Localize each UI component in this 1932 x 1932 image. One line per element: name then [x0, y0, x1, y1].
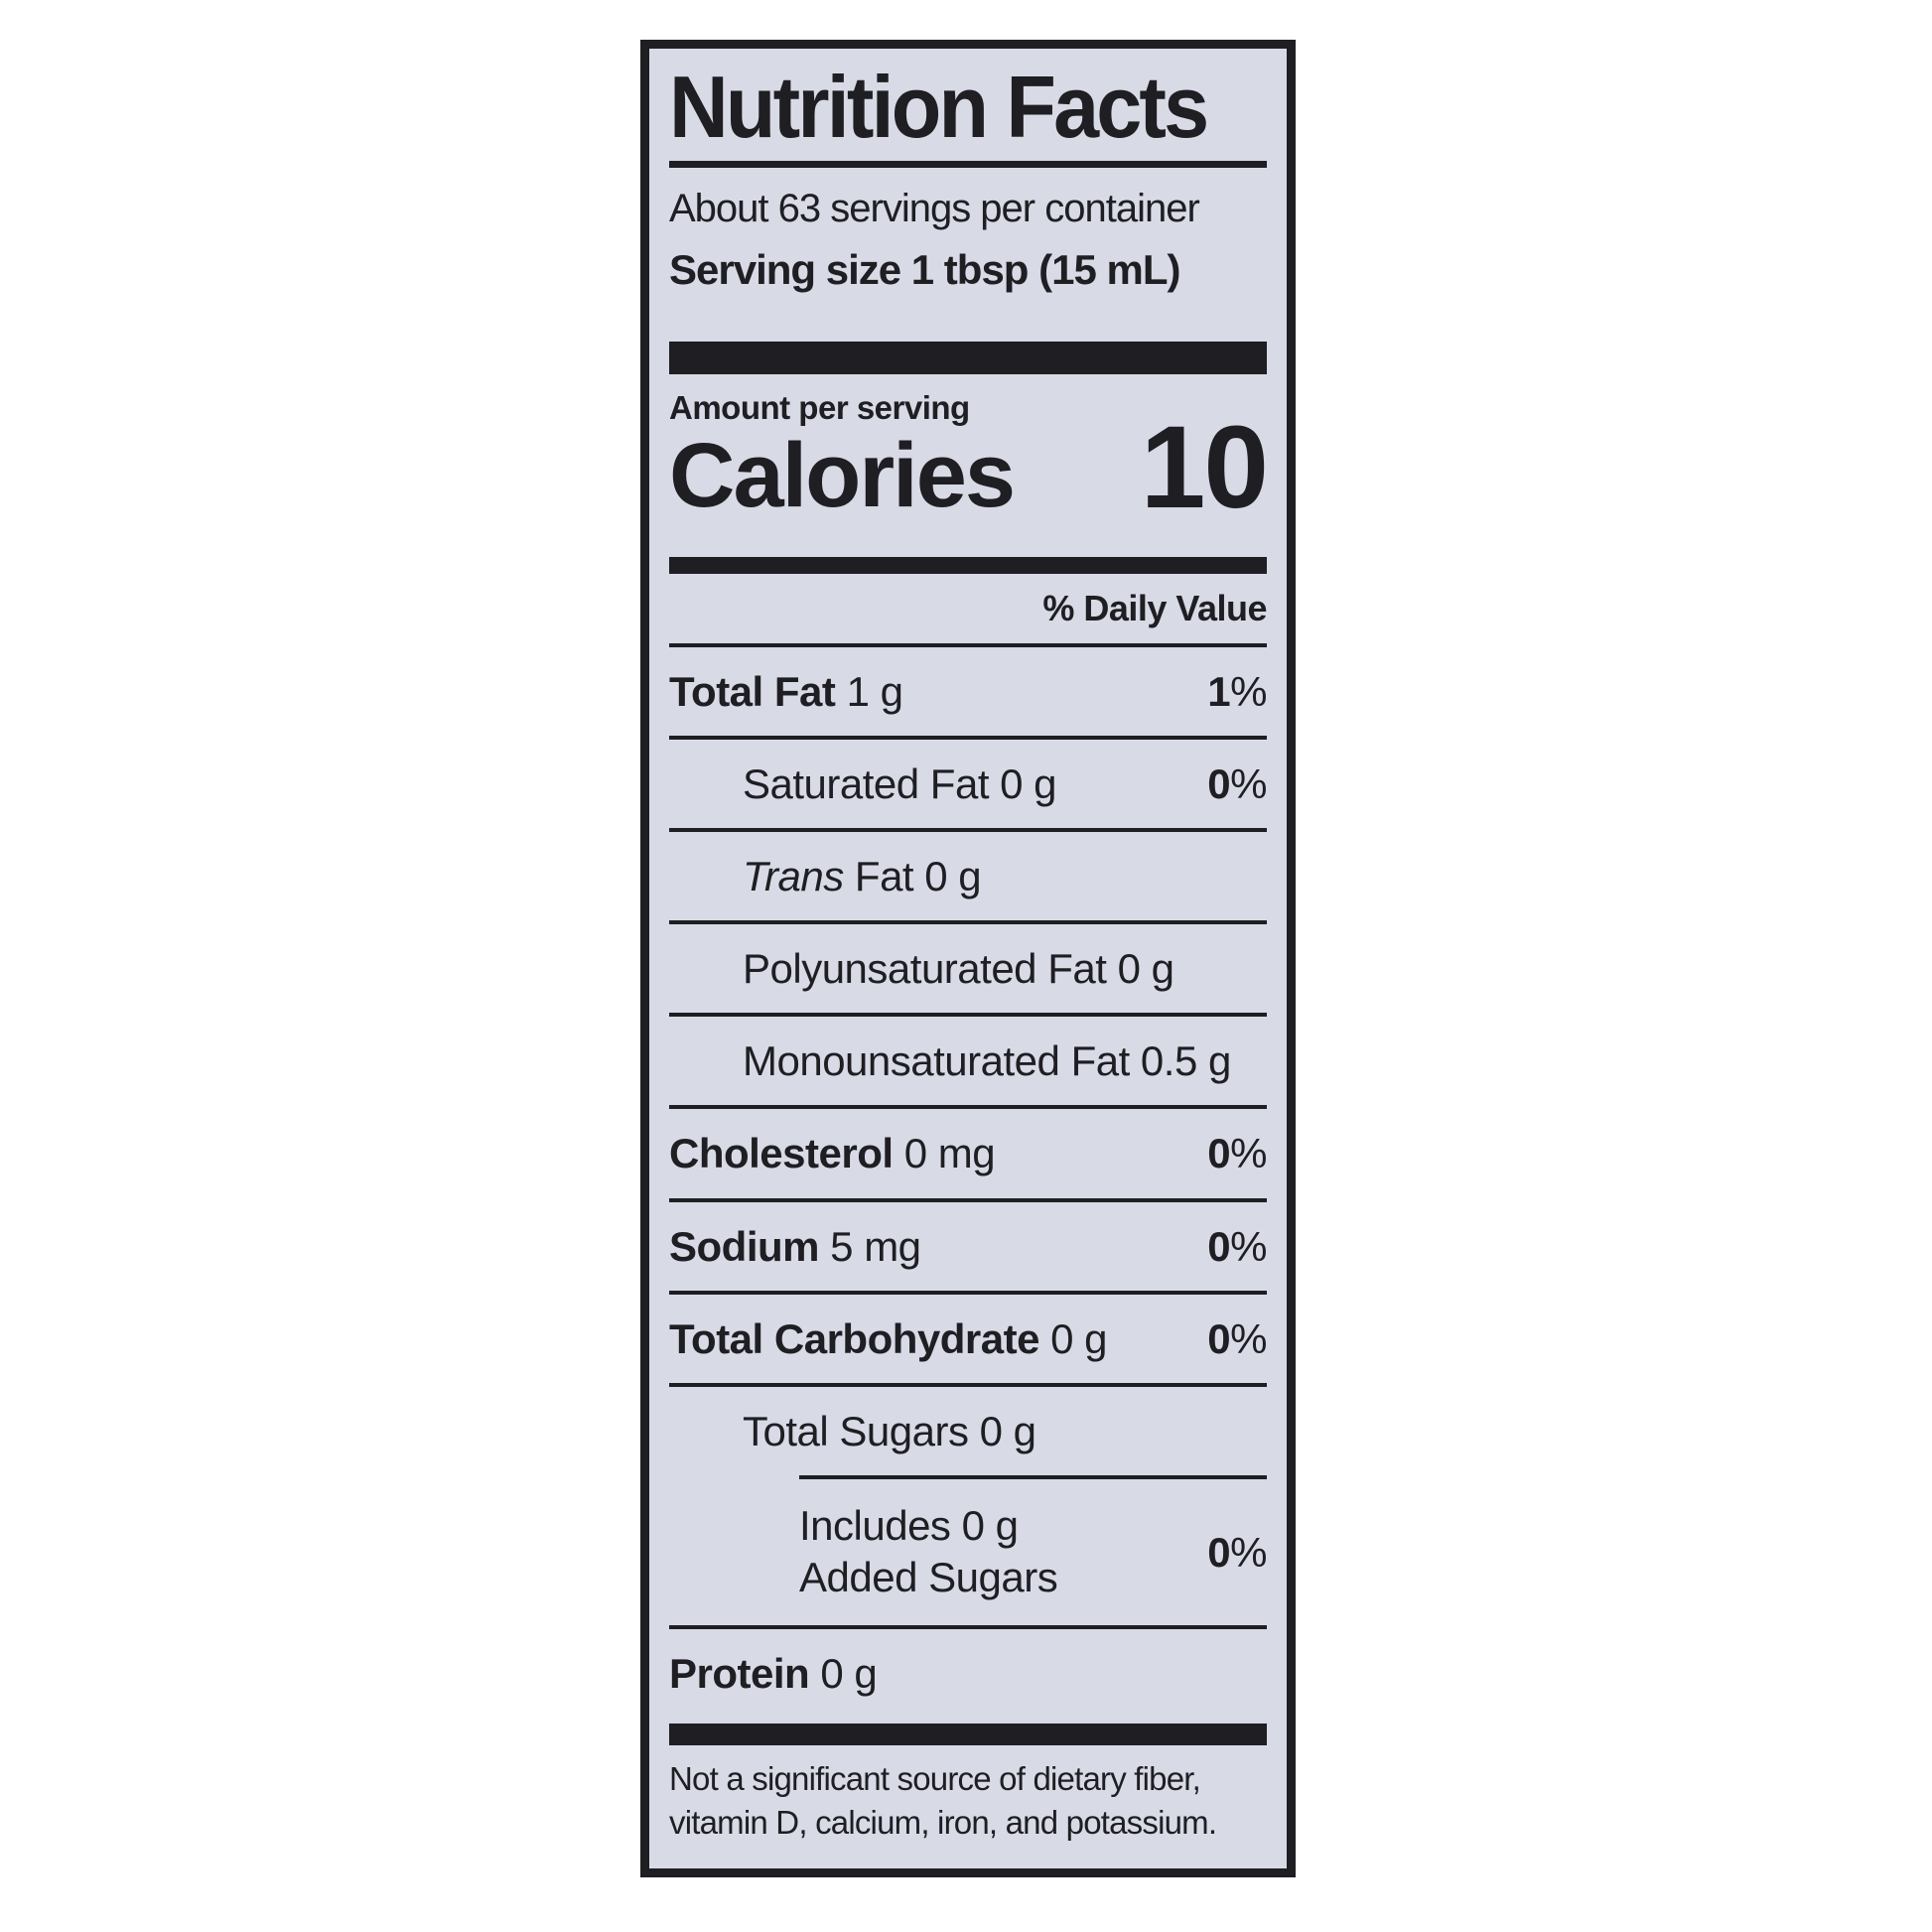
- footnote-line-2: vitamin D, calcium, iron, and potassium.: [669, 1803, 1217, 1841]
- daily-value-header: % Daily Value: [1042, 588, 1267, 629]
- nutrient-name: Monounsaturated Fat 0.5 g: [743, 1037, 1231, 1085]
- nutrient-row: Saturated Fat 0 g 0%: [669, 740, 1267, 828]
- nutrient-row: Protein 0 g: [669, 1629, 1267, 1718]
- thick-divider-bottom: [669, 1723, 1267, 1745]
- row-divider: [669, 920, 1267, 925]
- nutrient-name: Saturated Fat 0 g: [743, 760, 1057, 808]
- nutrient-name: Trans Fat 0 g: [743, 853, 982, 900]
- calories-value: 10: [1140, 402, 1269, 534]
- nutrient-amount: 0.5 g: [1140, 1037, 1231, 1085]
- calories-section: Amount per serving Calories 10: [669, 388, 1269, 534]
- daily-value-percent: 0%: [1207, 1130, 1267, 1177]
- nutrient-name: Total Carbohydrate 0 g: [669, 1314, 1107, 1362]
- calories-divider: [669, 557, 1267, 575]
- row-divider: [669, 1290, 1267, 1295]
- nutrition-facts-label: Nutrition Facts About 63 servings per co…: [640, 40, 1296, 1877]
- servings-per-container: About 63 servings per container: [669, 186, 1200, 230]
- nutrient-row: Total Carbohydrate 0 g 0%: [669, 1295, 1267, 1383]
- row-divider: [669, 1197, 1267, 1202]
- nutrient-row: Cholesterol 0 mg 0%: [669, 1109, 1267, 1197]
- nutrient-row: Includes 0 g Added Sugars 0%: [669, 1479, 1267, 1625]
- nutrient-amount: 5 mg: [830, 1222, 921, 1270]
- nutrient-amount: 0 g: [1000, 760, 1057, 808]
- nutrient-amount: 0 mg: [903, 1130, 996, 1177]
- daily-value-percent: 0%: [1207, 1314, 1267, 1362]
- nutrient-row: Monounsaturated Fat 0.5 g: [669, 1017, 1267, 1105]
- calories-label: Calories: [669, 424, 1016, 526]
- daily-value-percent: 1%: [1207, 668, 1267, 716]
- nutrient-rows: Total Fat 1 g 1% Saturated Fat 0 g 0% Trans …: [669, 647, 1267, 1717]
- footnote: Not a significant source of dietary fibe…: [669, 1745, 1267, 1845]
- nutrient-row: Total Fat 1 g 1%: [669, 647, 1267, 736]
- thick-divider-top: [669, 342, 1267, 375]
- row-divider: [669, 1105, 1267, 1110]
- nutrient-amount: 1 g: [846, 668, 903, 716]
- row-divider: [669, 1382, 1267, 1387]
- daily-value-percent: 0%: [1207, 1222, 1267, 1270]
- nutrient-amount: 0 g: [1050, 1314, 1107, 1362]
- nutrient-amount: 0 g: [979, 1407, 1036, 1454]
- nutrient-row: Trans Fat 0 g: [669, 832, 1267, 920]
- label-title: Nutrition Facts: [669, 58, 1209, 156]
- nutrient-name: Includes 0 g Added Sugars: [799, 1501, 1058, 1601]
- nutrient-name: Protein 0 g: [669, 1649, 878, 1697]
- amount-per-serving-label: Amount per serving: [669, 389, 970, 427]
- serving-size-line: Serving size 1 tbsp (15 mL): [669, 243, 1267, 298]
- footnote-line-1: Not a significant source of dietary fibe…: [669, 1759, 1201, 1797]
- nutrient-amount: 0 g: [820, 1649, 878, 1697]
- row-divider: [669, 828, 1267, 833]
- serving-size-label: Serving size: [669, 245, 901, 293]
- row-divider: [669, 1624, 1267, 1629]
- nutrient-amount: 0 g: [924, 853, 982, 900]
- row-divider: [799, 1474, 1267, 1479]
- row-divider: [669, 736, 1267, 741]
- daily-value-percent: 0%: [1207, 1528, 1267, 1576]
- nutrient-row: Sodium 5 mg 0%: [669, 1202, 1267, 1291]
- calories-left: Amount per serving Calories: [669, 388, 1016, 526]
- daily-value-percent: 0%: [1207, 760, 1267, 808]
- row-divider: [669, 1013, 1267, 1018]
- nutrient-name: Sodium 5 mg: [669, 1222, 921, 1270]
- nutrient-amount: 0 g: [1117, 945, 1174, 993]
- nutrient-name: Total Fat 1 g: [669, 668, 903, 716]
- serving-size-value: 1 tbsp (15 mL): [910, 245, 1181, 293]
- nutrient-name: Polyunsaturated Fat 0 g: [743, 945, 1174, 993]
- nutrient-row: Total Sugars 0 g: [669, 1387, 1267, 1475]
- daily-value-divider: [669, 643, 1267, 648]
- nutrient-name: Total Sugars 0 g: [743, 1407, 1036, 1454]
- title-divider: [669, 160, 1267, 168]
- nutrient-row: Polyunsaturated Fat 0 g: [669, 924, 1267, 1013]
- nutrient-name: Cholesterol 0 mg: [669, 1130, 996, 1177]
